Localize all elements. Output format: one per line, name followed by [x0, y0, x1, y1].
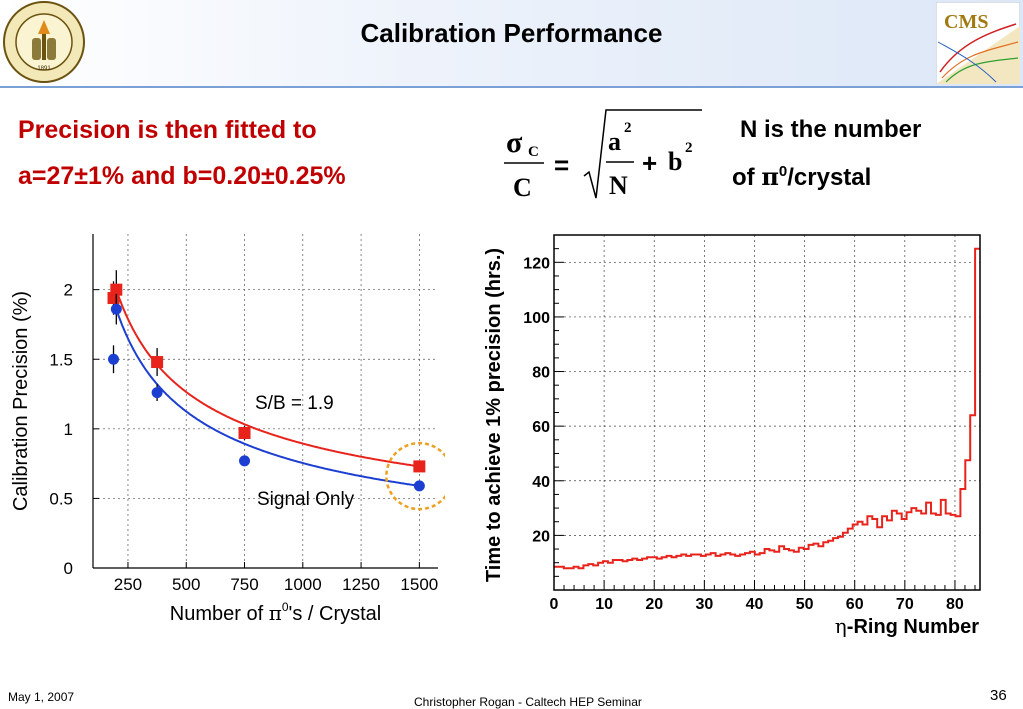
- x-axis-title-prefix: Number of: [170, 603, 269, 625]
- y-tick-label: 100: [523, 310, 550, 327]
- y-tick-label: 1.5: [49, 350, 73, 369]
- n-definition-line2: of π0/crystal: [732, 162, 871, 192]
- page-number: 36: [990, 687, 1007, 704]
- data-point-circle: [151, 387, 163, 399]
- fit-curve-sb: [114, 285, 420, 468]
- x-tick-label: 1250: [342, 575, 380, 594]
- n-definition-suffix: /crystal: [787, 164, 872, 191]
- data-point-square: [151, 356, 164, 369]
- y-axis-title: Time to achieve 1% precision (hrs.): [483, 248, 505, 582]
- y-tick-label: 20: [532, 528, 550, 545]
- x-axis-title: Number of π0's / Crystal: [170, 600, 382, 625]
- formula-N: N: [609, 171, 628, 200]
- data-point-circle: [110, 303, 122, 315]
- time-to-precision-chart: 0 10 20 30 40 50 60 70 80 20 40 60 80 100 120 Time to a…: [483, 234, 981, 638]
- formula-a-exp: 2: [624, 120, 632, 136]
- y-tick-label: 40: [532, 474, 550, 491]
- x-tick-label: 60: [846, 596, 864, 613]
- y-tick-label: 120: [523, 255, 550, 272]
- caltech-seal-logo: 1891: [3, 1, 85, 83]
- x-tick-label: 1500: [400, 575, 438, 594]
- x-tick-label: 20: [645, 596, 663, 613]
- plot-area: [93, 234, 438, 568]
- y-tick-label: 0.5: [49, 489, 73, 508]
- x-tick-label: 50: [796, 596, 814, 613]
- formula-b-exp: 2: [685, 140, 693, 156]
- y-tick-label: 1: [64, 420, 73, 439]
- data-point-circle: [413, 480, 425, 492]
- y-axis-title: Calibration Precision (%): [10, 291, 32, 511]
- header-divider: [0, 86, 1023, 88]
- cms-logo: CMS: [936, 2, 1020, 84]
- header-bar: [0, 0, 1023, 88]
- formula-equals: =: [554, 150, 569, 180]
- calibration-precision-chart: S/B = 1.9 Signal Only 250 500 750 1000 1250 15…: [10, 234, 445, 625]
- pi-superscript: 0: [778, 163, 788, 180]
- fit-description-line1: Precision is then fitted to: [18, 116, 317, 144]
- highlight-circle: [385, 441, 445, 511]
- formula-sqrt-sign: [583, 109, 702, 199]
- n-definition-prefix: of: [732, 164, 762, 191]
- x-tick-label: 30: [695, 596, 713, 613]
- fit-curve-signal: [114, 305, 420, 487]
- x-tick-label: 40: [746, 596, 764, 613]
- formula-plus: +: [642, 148, 657, 178]
- footer-date: May 1, 2007: [8, 690, 75, 704]
- y-tick-label: 60: [532, 419, 550, 436]
- formula-sigma: σ: [506, 126, 523, 159]
- footer-presenter: Christopher Rogan - Caltech HEP Seminar: [414, 695, 642, 709]
- pi-symbol: π: [761, 162, 779, 191]
- y-tick-label: 80: [532, 365, 550, 382]
- x-tick-label: 500: [172, 575, 200, 594]
- data-point-square: [110, 283, 123, 296]
- x-tick-label: 250: [114, 575, 142, 594]
- annotation-signal-only: Signal Only: [257, 489, 355, 510]
- x-tick-label: 1000: [284, 575, 322, 594]
- cms-logo-text: CMS: [944, 11, 988, 33]
- x-axis-title-eta: η: [835, 614, 847, 638]
- annotation-sb: S/B = 1.9: [255, 393, 334, 414]
- plot-area: [554, 235, 980, 590]
- x-axis-title-suffix: 's / Crystal: [289, 603, 382, 625]
- data-point-circle: [108, 353, 120, 365]
- x-axis-title-pi: π: [269, 601, 282, 625]
- n-definition-line1: N is the number: [740, 116, 922, 143]
- data-point-square: [413, 460, 426, 473]
- fit-description-line2: a=27±1% and b=0.20±0.25%: [18, 162, 346, 190]
- x-tick-label: 80: [946, 596, 964, 613]
- precision-formula: σ C C = a 2 N + b 2: [504, 109, 702, 202]
- y-tick-label: 0: [64, 559, 73, 578]
- logo-left-year: 1891: [37, 66, 51, 72]
- x-axis-title: η-Ring Number: [835, 614, 979, 638]
- formula-a: a: [608, 127, 621, 156]
- x-tick-label: 750: [230, 575, 258, 594]
- x-tick-label: 0: [550, 596, 559, 613]
- formula-sigma-sub: C: [528, 144, 539, 160]
- data-point-square: [238, 427, 251, 440]
- formula-b: b: [668, 147, 682, 176]
- x-axis-title-suffix: -Ring Number: [847, 616, 979, 638]
- formula-C: C: [513, 173, 532, 202]
- x-tick-label: 70: [896, 596, 914, 613]
- x-tick-label: 10: [595, 596, 613, 613]
- y-tick-label: 2: [64, 281, 73, 300]
- x-axis-title-sup: 0: [282, 600, 289, 614]
- slide-title: Calibration Performance: [360, 18, 663, 48]
- data-point-circle: [239, 455, 251, 467]
- histogram-line: [554, 247, 980, 570]
